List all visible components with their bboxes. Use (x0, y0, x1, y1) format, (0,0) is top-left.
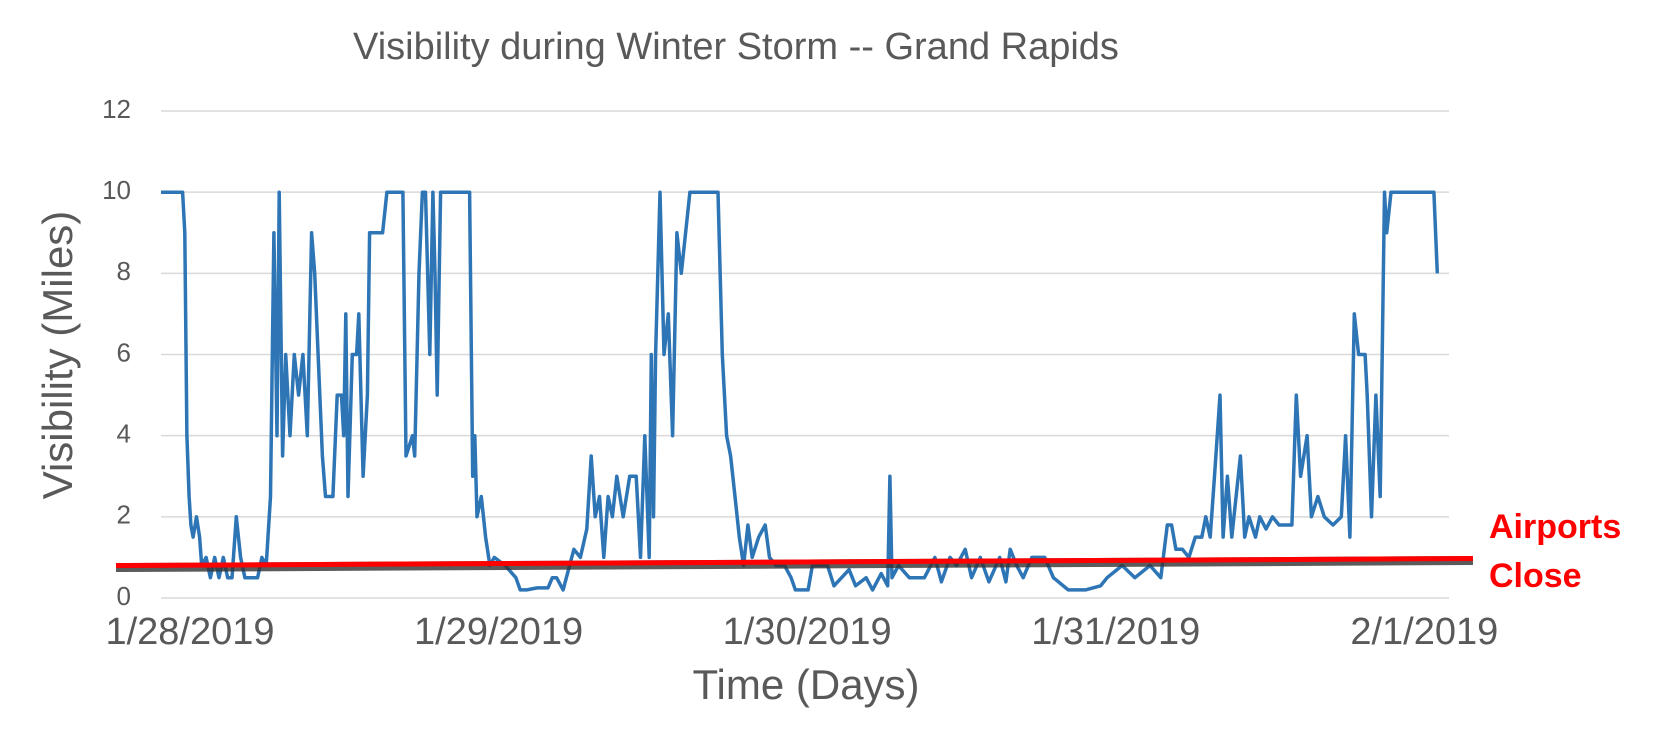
chart-title: Visibility during Winter Storm -- Grand … (353, 26, 1119, 68)
y-axis-title: Visibility (Miles) (34, 211, 81, 500)
y-tick-label: 12 (102, 94, 131, 124)
x-tick-label: 2/1/2019 (1350, 611, 1498, 653)
x-axis-title: Time (Days) (692, 661, 919, 708)
y-tick-label: 4 (117, 419, 131, 449)
x-tick-label: 1/29/2019 (414, 611, 583, 653)
data-line (161, 190, 1440, 592)
annotation-text: Airports (1489, 508, 1621, 546)
x-tick-label: 1/31/2019 (1031, 611, 1200, 653)
annotation-text: Close (1489, 557, 1582, 595)
y-tick-label: 6 (117, 337, 131, 367)
y-tick-label: 8 (117, 256, 131, 286)
y-tick-label: 2 (117, 500, 131, 530)
y-tick-label: 0 (117, 581, 131, 611)
x-tick-label: 1/30/2019 (723, 611, 892, 653)
y-tick-label: 10 (102, 175, 131, 205)
threshold-line (115, 556, 1474, 569)
x-tick-label: 1/28/2019 (105, 611, 274, 653)
